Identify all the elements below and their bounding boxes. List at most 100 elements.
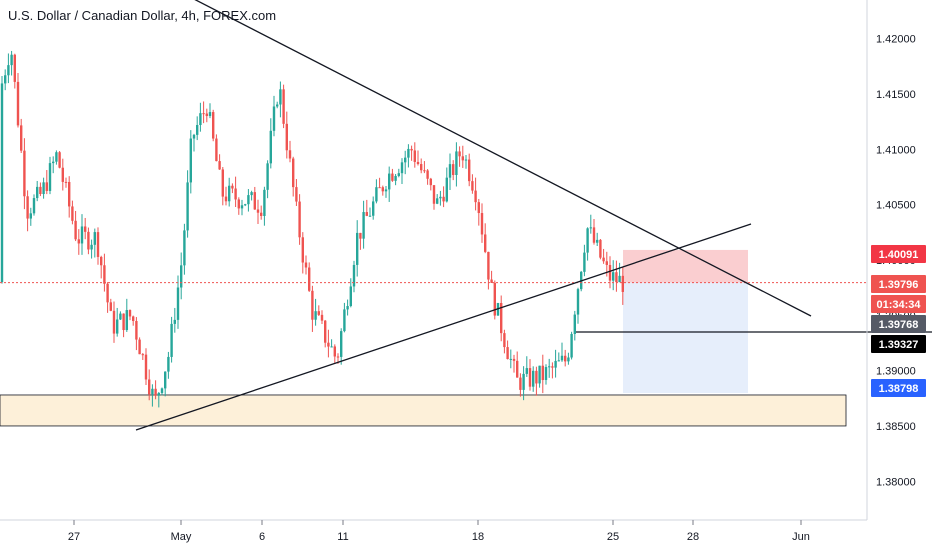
candle-body (589, 227, 592, 229)
candle-body (608, 264, 612, 281)
candle-body (333, 346, 336, 357)
candle-body (592, 227, 596, 243)
candle-body (541, 365, 544, 381)
candle-body (602, 257, 605, 262)
candle-body (279, 89, 282, 105)
candle-body (512, 358, 516, 361)
candle-body (48, 163, 52, 191)
candle-body (144, 354, 148, 380)
candle-body (221, 169, 224, 197)
candle-body (394, 175, 397, 181)
candle-body (464, 159, 468, 161)
candle-body (372, 201, 375, 216)
candle-body (224, 196, 228, 202)
candle-body (202, 113, 205, 115)
candle-body (311, 290, 314, 320)
candle-body (112, 310, 116, 334)
candle-body (189, 138, 192, 183)
candle-body (231, 185, 234, 189)
candle-body (525, 368, 528, 374)
candle-body (429, 178, 432, 186)
candle-body (484, 234, 487, 252)
candle-body (0, 83, 4, 283)
candle-body (381, 187, 384, 192)
candle-body (39, 186, 42, 195)
chart-title: U.S. Dollar / Canadian Dollar, 4h, FOREX… (8, 8, 277, 23)
candle-body (215, 138, 218, 162)
candle-body (420, 164, 423, 171)
candle-body (528, 368, 532, 387)
stop-loss-zone[interactable] (623, 249, 748, 283)
candle-body (90, 244, 93, 250)
candle-body (436, 198, 439, 204)
candle-body (23, 150, 26, 197)
price-tick-label: 1.42000 (876, 34, 916, 46)
candle-body (228, 185, 231, 202)
candle-body (615, 272, 618, 283)
candle-body (340, 331, 343, 357)
candle-body (266, 163, 269, 190)
candle-body (288, 150, 292, 159)
candle-body (244, 204, 247, 206)
descending-trendline[interactable] (188, 0, 812, 317)
time-tick-label: 18 (472, 531, 484, 543)
candle-body (196, 125, 199, 135)
price-tick-label: 1.38500 (876, 421, 916, 433)
candle-body (58, 152, 61, 168)
price-badges: 1.40091 1.39796 01:34:34 1.39768 1.39327 1.38… (871, 245, 926, 397)
candle-body (605, 261, 608, 265)
candle-body (304, 262, 308, 268)
candle-body (84, 226, 87, 232)
candle-body (480, 213, 484, 235)
candle-body (474, 190, 477, 203)
candle-body (458, 151, 461, 157)
price-badge (871, 335, 926, 353)
candle-body (391, 173, 394, 181)
time-axis[interactable]: 27 May 6 11 18 25 28 Jun (68, 520, 810, 543)
candle-body (522, 373, 525, 390)
time-tick-label: 11 (337, 531, 348, 543)
candle-body (596, 239, 599, 243)
candle-body (567, 357, 570, 362)
candle-body (212, 112, 215, 139)
candle-body (240, 205, 244, 209)
candle-body (29, 213, 32, 219)
candle-body (487, 251, 490, 280)
time-tick-label: 6 (259, 531, 265, 543)
candle-body (132, 316, 135, 321)
candle-body (45, 182, 48, 191)
price-badge (871, 379, 926, 397)
candle-body (138, 339, 141, 355)
price-badge-label: 1.39768 (879, 319, 919, 331)
candle-body (71, 206, 74, 221)
support-zone[interactable] (0, 394, 847, 427)
candle-body (269, 130, 272, 164)
candle-body (148, 379, 151, 395)
ascending-trendline[interactable] (135, 223, 752, 431)
candle-body (362, 212, 365, 239)
candle-body (570, 333, 573, 358)
candle-body (471, 181, 474, 191)
candle-body (237, 199, 240, 209)
candle-body (180, 265, 183, 288)
take-profit-zone[interactable] (623, 282, 748, 393)
candle-body (272, 106, 276, 131)
candle-body (538, 365, 541, 384)
candle-body (477, 202, 480, 214)
candle-body (573, 314, 576, 334)
candle-body (346, 306, 349, 310)
candle-body (282, 89, 285, 124)
candle-body (256, 209, 260, 213)
candle-body (52, 161, 55, 164)
candle-body (432, 185, 436, 204)
candle-body (375, 187, 378, 202)
candle-body (336, 356, 340, 358)
candle-body (36, 186, 39, 199)
price-axis[interactable]: 1.420001.415001.410001.405001.400001.395… (876, 34, 916, 489)
candle-body (64, 181, 68, 183)
candle-body (32, 198, 36, 214)
price-badge (871, 295, 926, 313)
price-badge (871, 245, 926, 263)
candle-body (295, 187, 298, 202)
